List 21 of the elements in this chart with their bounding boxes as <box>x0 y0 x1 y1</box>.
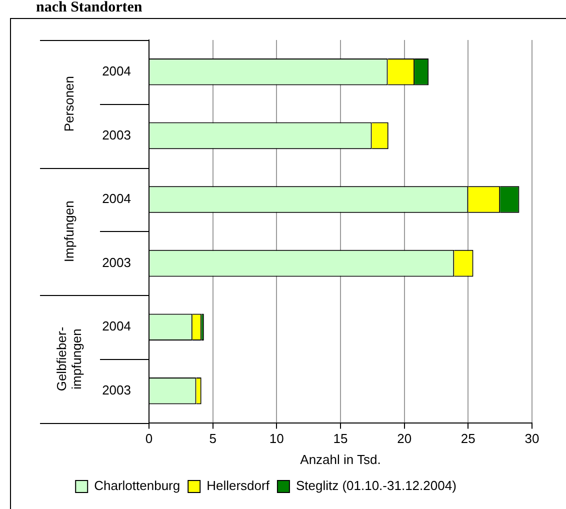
x-tick-label: 20 <box>397 431 412 446</box>
x-tick-label: 30 <box>524 431 540 446</box>
y-tick-label: 2003 <box>102 254 131 270</box>
x-tick-label: 10 <box>269 431 284 446</box>
x-axis-title: Anzahl in Tsd. <box>300 452 381 467</box>
text: Gelbfieber- impfungen <box>54 326 84 392</box>
x-tick-label: 15 <box>333 431 348 446</box>
y-tick-label: 2003 <box>102 127 131 142</box>
legend-label: Charlottenburg <box>94 478 180 494</box>
legend-label: Steglitz (01.10.-31.12.2004) <box>296 478 456 494</box>
text: Personen <box>62 76 77 132</box>
text: Impfungen <box>62 200 77 262</box>
chart-title: nach Standorten <box>36 0 143 16</box>
y-tick-label: 2004 <box>102 191 131 206</box>
y-tick-label: 2004 <box>102 63 131 78</box>
x-tick-label: 25 <box>460 431 476 446</box>
x-tick-label: 5 <box>209 431 216 446</box>
x-tick-label: 0 <box>145 431 153 446</box>
y-tick-label: 2003 <box>102 382 131 398</box>
y-tick-label: 2004 <box>102 318 131 334</box>
legend-label: Hellersdorf <box>206 478 270 494</box>
